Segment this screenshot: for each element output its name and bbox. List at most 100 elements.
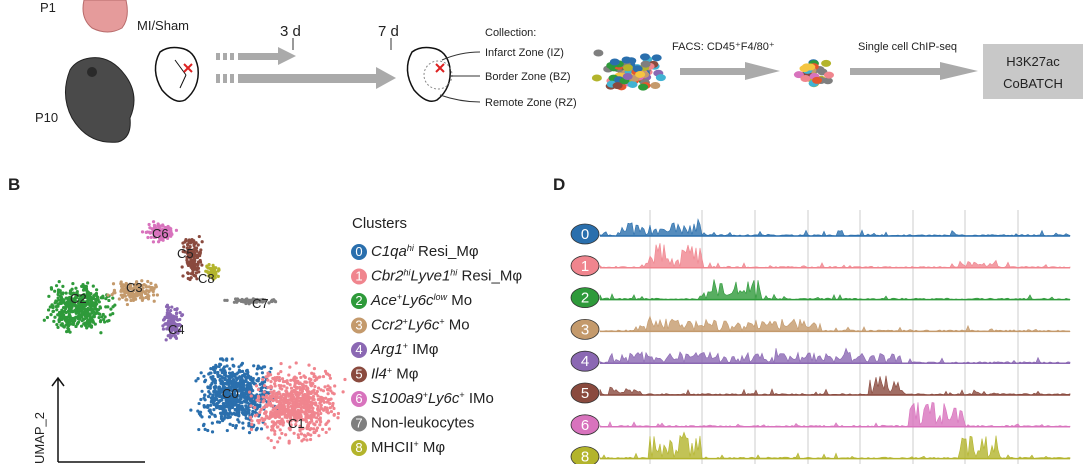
legend-label-part: + xyxy=(397,292,402,302)
signal-track xyxy=(599,279,1071,301)
track-label: 5 xyxy=(581,385,589,402)
cell-point xyxy=(71,303,75,307)
legend-label-part: Cbr2 xyxy=(371,268,404,285)
cell-point xyxy=(48,305,52,309)
cell-point xyxy=(168,325,173,329)
zone-pointers xyxy=(439,51,481,103)
cell-point xyxy=(195,249,199,253)
cell-point xyxy=(294,423,298,427)
cell-point xyxy=(259,427,264,431)
cell-point xyxy=(112,291,116,295)
legend-label-part: MHCII xyxy=(371,439,414,456)
cell-point xyxy=(180,313,185,317)
result-label: H3K27ac xyxy=(1006,54,1060,69)
cell-point xyxy=(259,386,264,390)
cell-point xyxy=(95,288,99,292)
cell-point xyxy=(317,417,321,421)
cell-point xyxy=(155,293,159,297)
cell-point xyxy=(74,286,78,290)
cell-point xyxy=(143,291,147,295)
cell-point xyxy=(230,357,234,361)
cell-point xyxy=(140,283,144,288)
cell-point xyxy=(329,389,333,393)
cell-point xyxy=(328,376,332,380)
cell-point xyxy=(292,396,296,400)
cell-point xyxy=(124,288,128,293)
cell-point xyxy=(266,403,270,407)
cell-point xyxy=(254,428,258,432)
panel-letter: D xyxy=(553,175,565,194)
cell-point xyxy=(316,386,321,390)
legend-label: Ccr2+Ly6c+ Mo xyxy=(371,317,470,334)
cell-point xyxy=(284,433,288,437)
cell-point xyxy=(233,383,237,387)
cell-point xyxy=(189,272,193,276)
cell-point xyxy=(307,422,311,426)
cell-point xyxy=(119,293,123,297)
cell-point xyxy=(237,389,241,393)
cell-point xyxy=(222,408,226,412)
cell-point xyxy=(216,404,220,408)
cell-point xyxy=(203,378,208,382)
cell-point xyxy=(161,224,165,228)
cell-point xyxy=(68,322,73,326)
cell-point xyxy=(304,404,308,408)
cell-point xyxy=(289,417,293,421)
cell-point xyxy=(287,398,292,402)
cell-point xyxy=(111,312,115,316)
cell-point xyxy=(307,410,311,414)
cell-point xyxy=(67,327,71,332)
cell-point xyxy=(223,412,227,416)
cell-point xyxy=(238,381,242,385)
cell-point xyxy=(234,299,239,304)
cell-point xyxy=(198,254,202,258)
cell-point xyxy=(166,308,170,312)
umap-scatter xyxy=(42,220,347,450)
cell-point xyxy=(47,294,51,298)
cell-point xyxy=(240,361,245,365)
cell-point xyxy=(324,372,329,376)
cell-point xyxy=(277,400,281,404)
cell-point xyxy=(252,382,256,386)
cell-point xyxy=(151,293,156,297)
cell xyxy=(622,64,633,72)
cell-point xyxy=(61,315,66,319)
cell-point xyxy=(295,396,300,400)
cell-point xyxy=(223,415,227,419)
cell-point xyxy=(310,409,315,413)
cell-point xyxy=(225,358,229,362)
cell-point xyxy=(87,298,92,302)
cell-point xyxy=(178,329,182,333)
cell-point xyxy=(310,419,314,423)
cell-point xyxy=(100,315,104,319)
cell-point xyxy=(317,434,321,438)
cell-point xyxy=(271,299,276,303)
cell-point xyxy=(188,245,192,249)
cell-point xyxy=(187,260,192,264)
cell-point xyxy=(307,391,311,395)
cell-point xyxy=(269,384,273,388)
cell-point xyxy=(287,420,291,424)
cell-point xyxy=(280,431,284,436)
cell-point xyxy=(315,411,320,415)
cell-point xyxy=(156,222,160,226)
cell-point xyxy=(277,375,281,380)
cell-point xyxy=(244,404,248,408)
cell-point xyxy=(312,422,316,426)
cell-point xyxy=(255,367,260,371)
cell-point xyxy=(221,384,225,388)
cell-point xyxy=(184,250,188,254)
cell-point xyxy=(146,279,150,284)
cell-point xyxy=(56,325,60,330)
cell-point xyxy=(273,379,277,383)
cell-point xyxy=(247,430,252,435)
cell-point xyxy=(101,312,105,317)
track-label: 2 xyxy=(581,290,589,307)
cell-point xyxy=(153,235,158,239)
legend-label: MHCII+ Mφ xyxy=(371,439,445,456)
cell-point xyxy=(242,382,246,387)
cell-point xyxy=(216,274,220,278)
zone-label: Infarct Zone (IZ) xyxy=(485,47,564,59)
cell-point xyxy=(154,230,158,234)
